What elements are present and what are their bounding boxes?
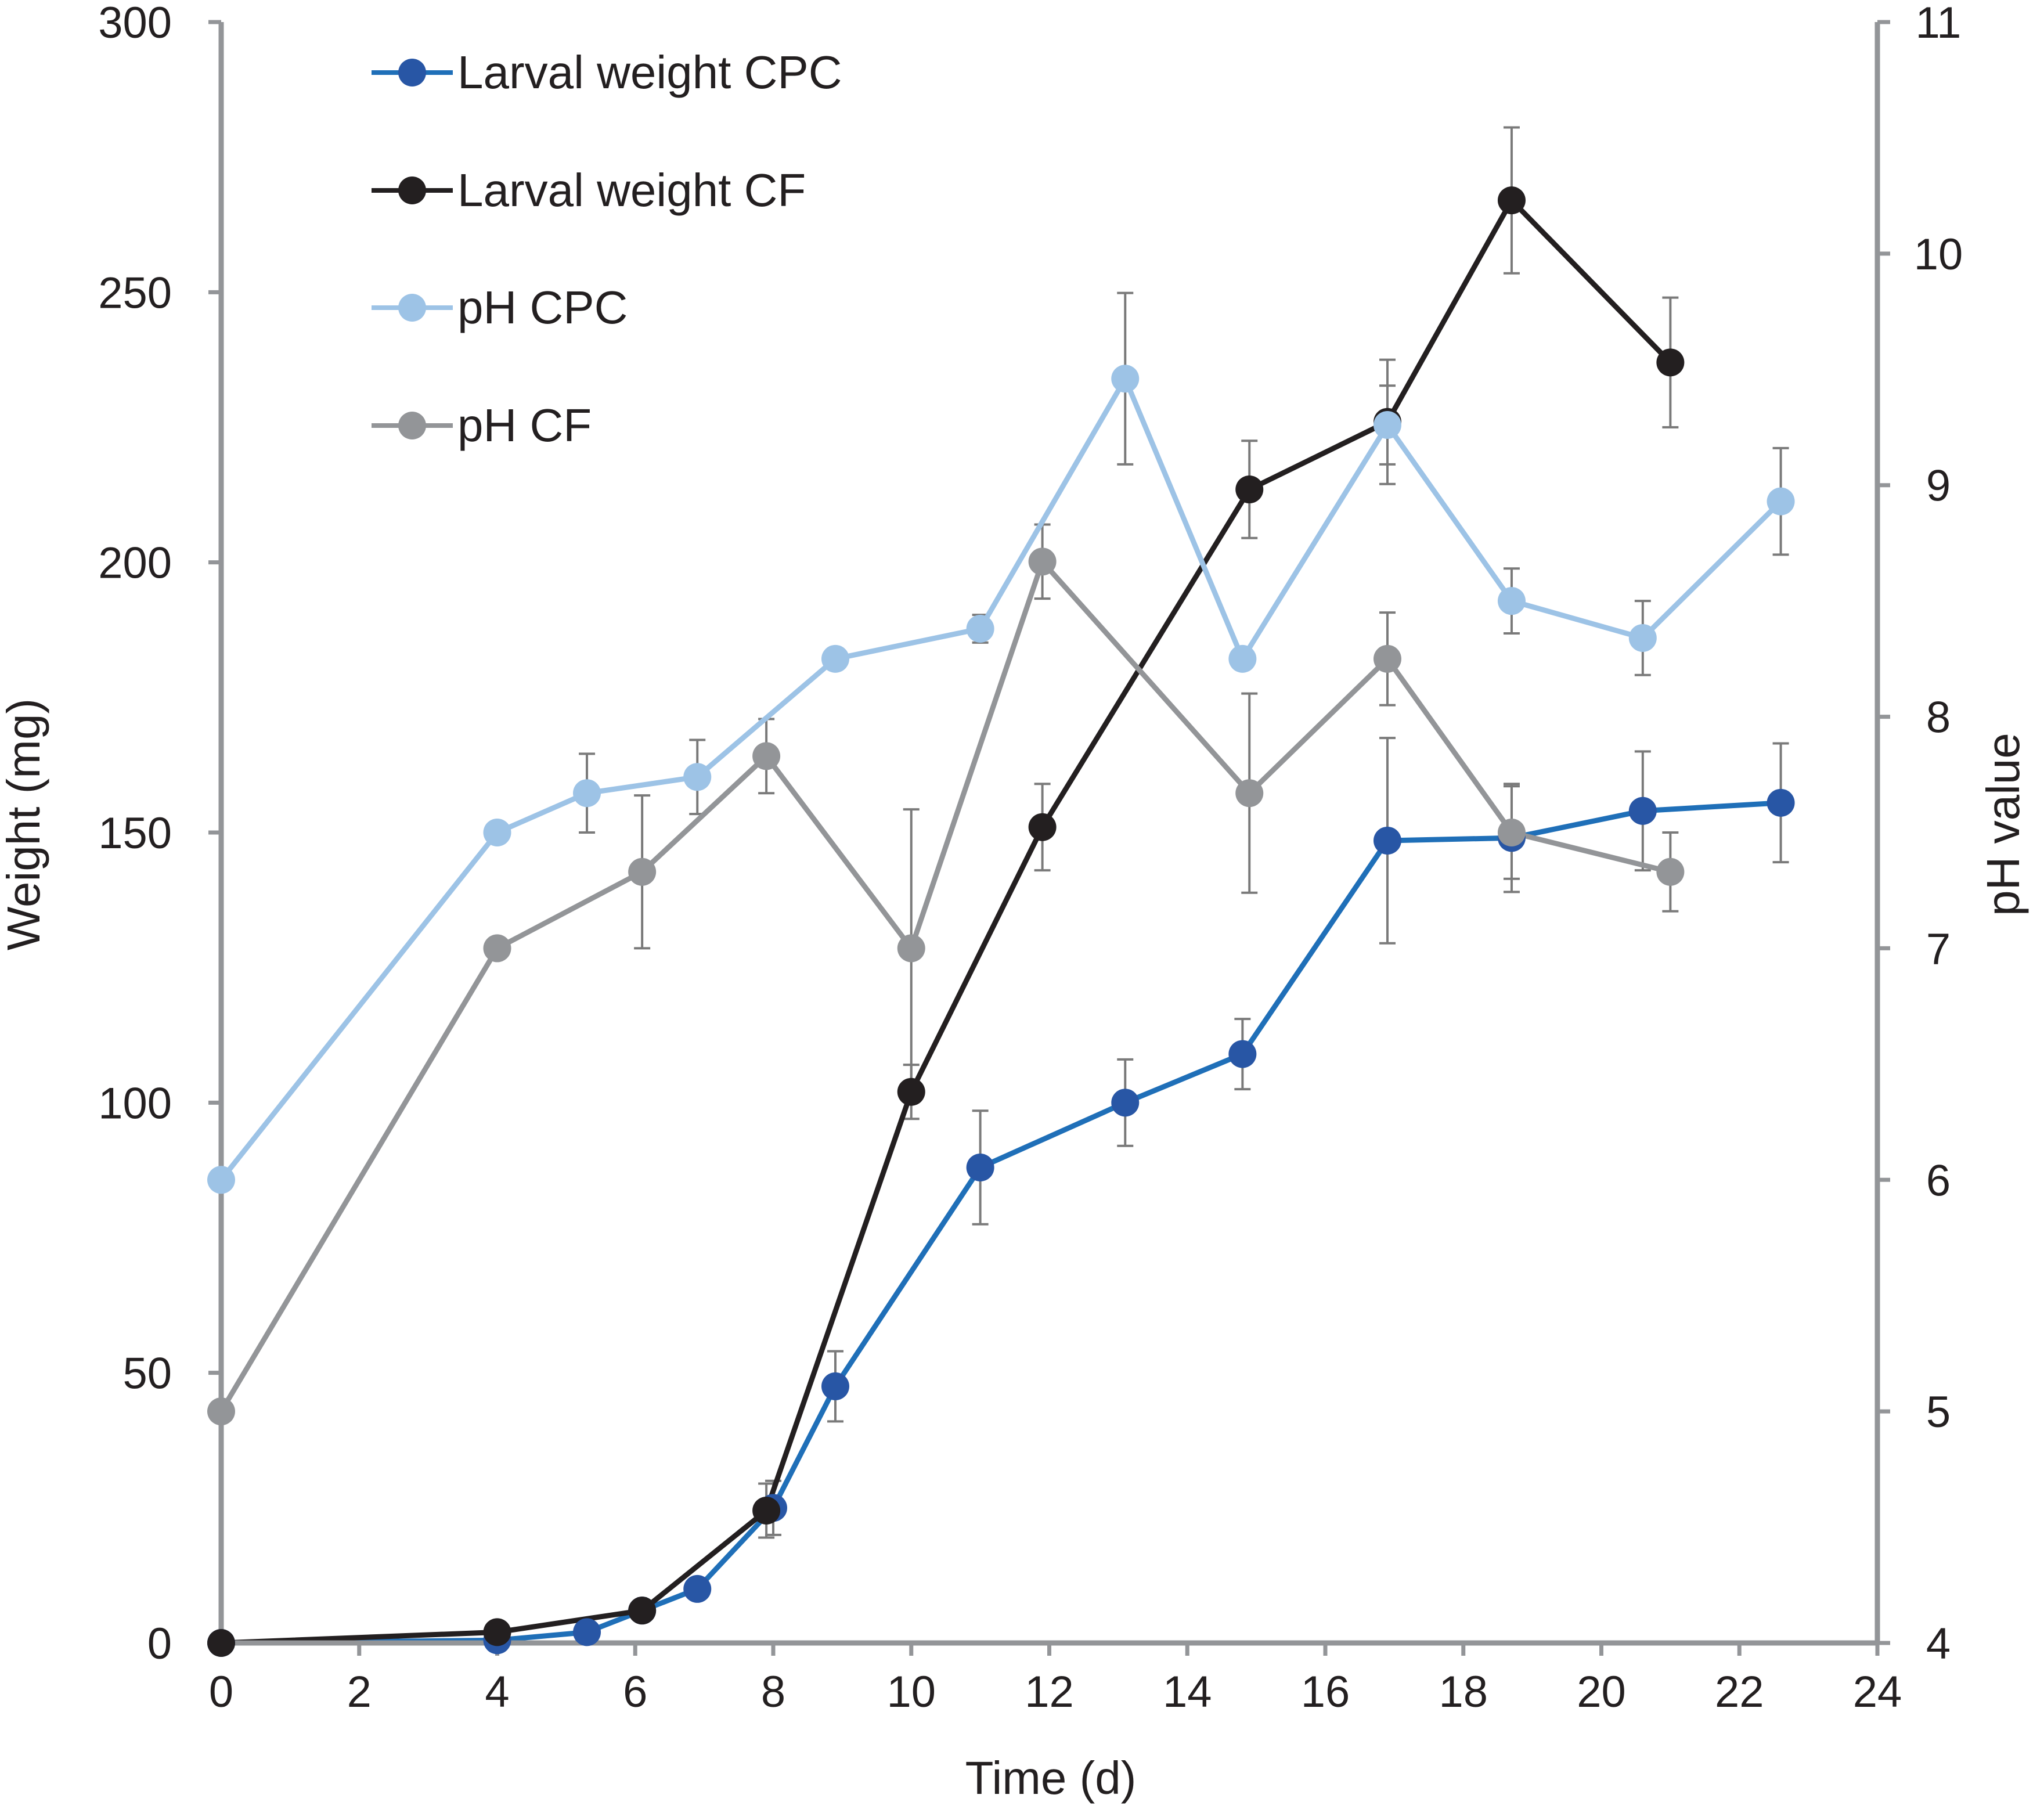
data-point-larval-weight-cf [628,1597,657,1625]
data-point-larval-weight-cf [1497,186,1526,215]
y-left-tick-label: 300 [98,0,172,48]
legend: Larval weight CPC Larval weight CF pH CP… [372,46,842,451]
x-axis-title: Time (d) [965,1752,1137,1804]
data-point-ph-cpc [1228,644,1257,673]
y-left-tick-label: 150 [98,809,172,858]
x-tick-label: 14 [1163,1667,1212,1717]
x-tick-label: 0 [209,1667,233,1717]
data-point-larval-weight-cpc [1373,826,1401,855]
y-axis-left-title: Weight (mg) [0,698,49,950]
x-tick-label: 16 [1301,1667,1350,1717]
data-point-ph-cf [1656,857,1685,886]
y-left-tick-label: 50 [122,1349,172,1399]
series-line-ph-cpc [219,376,1783,1182]
data-point-ph-cf [752,742,781,770]
data-point-ph-cpc [821,644,849,673]
tick-labels-layer: 0 2 4 6 8 10 12 14 16 18 20 22 240501001502002503004… [98,0,1963,1717]
data-point-larval-weight-cf [897,1078,925,1106]
legend-item-ph-cpc: pH CPC [372,282,628,333]
data-point-ph-cf [1028,547,1057,576]
data-point-ph-cpc [1767,487,1795,516]
data-point-ph-cf [1373,644,1401,673]
x-tick-label: 10 [886,1667,936,1717]
y-left-tick-label: 250 [98,268,172,318]
y-right-tick-label: 8 [1926,693,1951,743]
legend-marker-ph-cf [398,412,426,439]
legend-item-ph-cf: pH CF [372,399,592,451]
data-point-larval-weight-cpc [1228,1040,1257,1068]
y-right-tick-label: 10 [1914,230,1963,279]
data-point-larval-weight-cf [1656,348,1685,377]
legend-label-larval-weight-cpc: Larval weight CPC [457,46,842,98]
data-point-ph-cf [483,934,511,963]
data-point-larval-weight-cf [483,1618,511,1646]
data-point-ph-cf [897,934,925,963]
series-lines-layer [219,197,1783,1646]
legend-item-larval-weight-cf: Larval weight CF [372,164,806,216]
y-right-tick-label: 4 [1926,1619,1951,1669]
legend-label-ph-cpc: pH CPC [457,282,628,333]
legend-marker-ph-cpc [398,294,426,322]
legend-label-ph-cf: pH CF [457,399,592,451]
x-tick-label: 24 [1853,1667,1902,1717]
data-point-ph-cpc [1111,365,1140,393]
data-point-ph-cf [1497,819,1526,846]
y-right-tick-label: 11 [1916,0,1962,48]
y-right-tick-label: 6 [1926,1156,1951,1205]
x-tick-label: 8 [761,1667,785,1717]
x-tick-label: 2 [347,1667,372,1717]
series-line-ph-cf [219,558,1671,1413]
x-tick-label: 18 [1439,1667,1488,1717]
data-point-larval-weight-cf [207,1629,235,1657]
data-point-ph-cpc [1373,411,1401,439]
data-point-ph-cf [628,857,657,886]
data-point-ph-cpc [683,763,712,791]
error-bars-layer [579,126,1789,1539]
x-tick-label: 4 [485,1667,509,1717]
data-point-larval-weight-cpc [966,1154,994,1182]
data-point-ph-cpc [483,819,511,846]
data-point-ph-cf [207,1397,235,1426]
data-point-larval-weight-cf [1235,475,1264,504]
data-point-ph-cpc [966,615,994,643]
data-point-larval-weight-cpc [1767,788,1795,817]
y-left-tick-label: 200 [98,539,172,588]
series-line-larval-weight-cf [221,197,1672,1646]
data-point-larval-weight-cpc [821,1372,849,1400]
data-point-larval-weight-cf [752,1496,781,1525]
y-axis-right-title: pH value [1977,733,2029,916]
data-point-larval-weight-cpc [1111,1089,1140,1117]
y-right-tick-label: 5 [1926,1388,1951,1437]
x-tick-label: 12 [1025,1667,1074,1717]
y-right-tick-label: 7 [1926,924,1951,974]
data-point-larval-weight-cpc [683,1574,712,1603]
data-point-ph-cf [1235,779,1264,808]
data-point-ph-cpc [1628,624,1657,652]
data-point-larval-weight-cpc [573,1618,601,1646]
data-point-larval-weight-cpc [1628,797,1657,825]
x-tick-label: 6 [623,1667,647,1717]
data-point-ph-cpc [573,779,601,808]
markers-layer [207,186,1795,1657]
x-tick-label: 20 [1577,1667,1626,1717]
x-tick-label: 22 [1715,1667,1764,1717]
y-right-tick-label: 9 [1926,462,1951,511]
legend-marker-larval-weight-cf [398,176,426,204]
data-point-larval-weight-cf [1028,813,1057,841]
legend-label-larval-weight-cf: Larval weight CF [457,164,806,216]
y-left-tick-label: 0 [147,1619,172,1669]
data-point-ph-cpc [1497,587,1526,615]
series-line-larval-weight-cpc [221,800,1781,1646]
data-point-ph-cpc [207,1166,235,1194]
legend-item-larval-weight-cpc: Larval weight CPC [372,46,842,98]
y-left-tick-label: 100 [98,1079,172,1128]
legend-marker-larval-weight-cpc [398,59,426,87]
